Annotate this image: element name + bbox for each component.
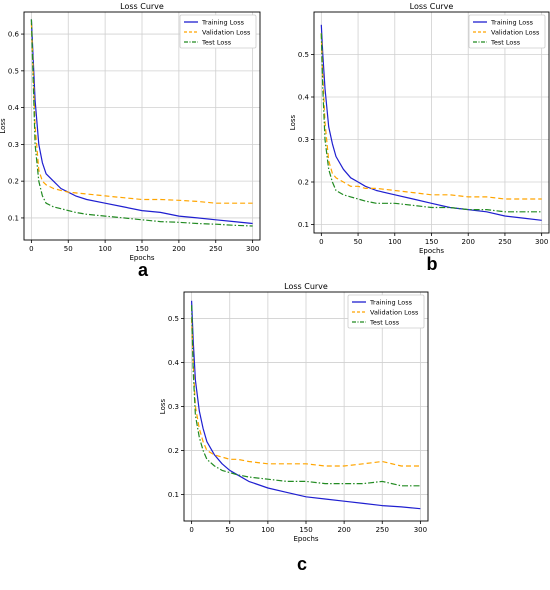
chart-a-x-tick-label: 50 — [64, 245, 73, 253]
chart-b-x-tick-label: 100 — [388, 238, 401, 246]
chart-c-x-axis-label: Epochs — [293, 535, 318, 543]
chart-b-x-tick-label: 200 — [462, 238, 475, 246]
chart-c-x-tick-label: 250 — [376, 526, 389, 534]
chart-b-y-tick-label: 0.4 — [298, 94, 310, 102]
chart-c-legend-label: Training Loss — [369, 298, 413, 306]
chart-b-x-tick-label: 300 — [535, 238, 548, 246]
chart-a-legend-box — [179, 14, 257, 49]
chart-a-x-tick-label: 150 — [135, 245, 148, 253]
chart-a-legend-label: Training Loss — [201, 18, 245, 26]
chart-a-y-tick-label: 0.5 — [8, 67, 19, 75]
chart-c-y-axis-label: Loss — [159, 398, 167, 414]
chart-a-frame — [23, 11, 261, 241]
chart-a-title: Loss Curve — [120, 2, 164, 11]
chart-a-x-tick-label: 250 — [209, 245, 222, 253]
chart-b-y-tick-label: 0.1 — [298, 221, 309, 229]
chart-c-legend: Training Loss Validation Loss Test Loss — [347, 294, 425, 329]
chart-c-series-training-loss — [191, 300, 421, 510]
chart-b-legend-label: Validation Loss — [491, 28, 540, 36]
chart-c-y-tick-label: 0.2 — [168, 447, 179, 455]
chart-c-series-validation-loss — [191, 318, 421, 467]
chart-b-series-test-loss — [320, 33, 542, 213]
chart-a-y-tick-label: 0.4 — [8, 104, 20, 112]
chart-b-y-tick-label: 0.3 — [298, 136, 309, 144]
chart-c-y-tick-label: 0.1 — [168, 491, 179, 499]
chart-b-x-tick-label: 150 — [425, 238, 438, 246]
chart-b-x-tick-label: 50 — [354, 238, 363, 246]
chart-c-frame — [183, 291, 429, 522]
chart-a-x-tick-label: 300 — [246, 245, 259, 253]
chart-c-x-tick-label: 0 — [189, 526, 193, 534]
chart-b-title: Loss Curve — [410, 2, 454, 11]
panel-label-a: a — [138, 260, 149, 280]
chart-c-x-tick-label: 150 — [299, 526, 312, 534]
chart-c-y-tick-label: 0.4 — [168, 359, 180, 367]
chart-a-legend: Training Loss Validation Loss Test Loss — [179, 14, 257, 49]
chart-c-legend-label: Test Loss — [369, 318, 400, 326]
chart-b: 0 50 100 150 200 250 300 0.1 0.2 0.3 0.4 0.5 Loss Cu… — [289, 2, 550, 255]
chart-c: 0 50 100 150 200 250 300 0.1 0.2 0.3 0.4 0.5 Loss Cu… — [159, 282, 429, 543]
chart-a-y-axis-label: Loss — [0, 118, 7, 134]
chart-c-series-test-loss — [191, 305, 421, 487]
chart-a-series-validation-loss — [30, 22, 253, 204]
chart-b-frame — [313, 11, 550, 234]
chart-b-legend: Training Loss Validation Loss Test Loss — [468, 14, 546, 49]
chart-a-y-tick-label: 0.2 — [8, 178, 19, 186]
chart-b-x-axis-label: Epochs — [419, 247, 444, 255]
chart-c-legend-box — [347, 294, 425, 329]
chart-a-x-tick-label: 200 — [172, 245, 185, 253]
chart-c-title: Loss Curve — [284, 282, 328, 291]
chart-a: 0 50 100 150 200 250 300 0.1 0.2 0.3 0.4 0.5 0.6 Loss… — [0, 2, 261, 262]
chart-c-y-tick-label: 0.3 — [168, 403, 179, 411]
chart-a-y-tick-label: 0.1 — [8, 214, 19, 222]
chart-b-legend-label: Training Loss — [490, 18, 534, 26]
chart-b-legend-label: Test Loss — [490, 38, 521, 46]
chart-a-x-tick-label: 100 — [98, 245, 111, 253]
chart-a-series-training-loss — [30, 19, 253, 225]
chart-a-y-tick-label: 0.6 — [8, 31, 20, 39]
chart-a-legend-label: Test Loss — [201, 38, 232, 46]
chart-b-y-tick-label: 0.5 — [298, 51, 309, 59]
chart-b-series-validation-loss — [320, 33, 542, 200]
chart-c-legend-label: Validation Loss — [370, 308, 419, 316]
chart-a-legend-label: Validation Loss — [202, 28, 251, 36]
chart-a-y-tick-label: 0.3 — [8, 141, 19, 149]
panel-label-c: c — [297, 554, 307, 574]
chart-c-y-tick-label: 0.5 — [168, 315, 179, 323]
chart-b-x-tick-label: 0 — [319, 238, 323, 246]
chart-b-legend-box — [468, 14, 546, 49]
chart-c-x-tick-label: 200 — [337, 526, 350, 534]
chart-c-x-tick-label: 50 — [225, 526, 234, 534]
chart-b-y-axis-label: Loss — [289, 114, 297, 130]
chart-c-x-tick-label: 100 — [261, 526, 274, 534]
chart-c-x-tick-label: 300 — [414, 526, 427, 534]
chart-a-series-test-loss — [30, 19, 253, 227]
panel-label-b: b — [427, 254, 438, 274]
chart-a-x-axis-label: Epochs — [129, 254, 154, 262]
chart-b-x-tick-label: 250 — [498, 238, 511, 246]
chart-a-x-tick-label: 0 — [29, 245, 33, 253]
chart-b-y-tick-label: 0.2 — [298, 179, 309, 187]
